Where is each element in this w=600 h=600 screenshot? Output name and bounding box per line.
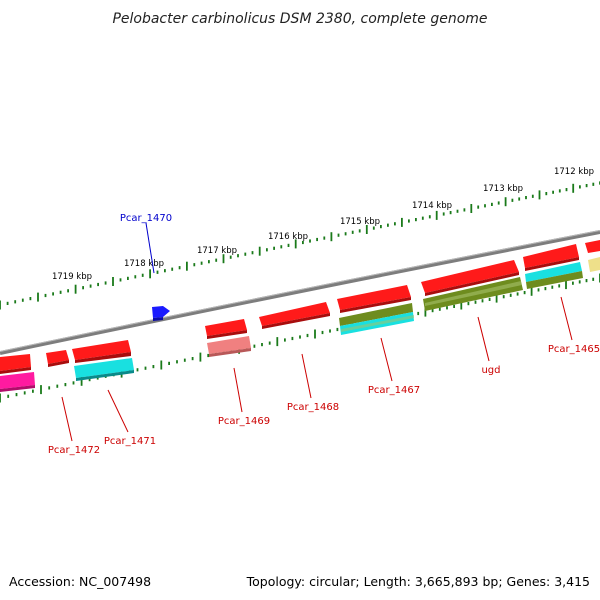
gene-pcar-1469-red-shade [207,330,247,339]
gene-pcar-1471-red[interactable] [72,340,131,360]
leader-pcar-1470 [145,222,155,274]
gene-pcar-1470[interactable] [152,306,170,318]
gene-pcar-1468-shade [262,313,330,329]
leader-pcar-1469 [233,367,243,413]
gene-pcar-1472-shade [48,360,69,367]
genome-backbone-highlight [0,230,600,352]
gene-red-left-a-shade [0,367,31,374]
leader-pcar-1472 [61,396,73,442]
gene-features [0,240,600,392]
kbp-scale: 1719 kbp 1718 kbp 1717 kbp 1716 kbp 1715… [52,167,594,282]
label-pcar-1470[interactable]: Pcar_1470 [120,213,172,224]
genome-backbone [0,230,600,355]
gene-pcar-1467-stripe [341,315,414,332]
leader-ugd [477,316,490,362]
gene-magenta-left-shade [0,385,35,392]
gene-pcar-1465-red-shade [525,257,579,271]
kbp-label-1712: 1712 kbp [554,167,594,177]
label-pcar-1465[interactable]: Pcar_1465 [548,344,600,355]
gene-pcar-1467-red[interactable] [337,285,411,310]
gene-pcar-1471-red-shade [75,352,131,363]
kbp-label-1713: 1713 kbp [483,184,523,194]
gene-khaki-right-edge[interactable] [588,257,600,272]
kbp-label-1716: 1716 kbp [268,232,308,242]
label-ugd[interactable]: ugd [481,365,500,376]
gene-pcar-1467-olive[interactable] [339,303,413,326]
genome-summary-text: Topology: circular; Length: 3,665,893 bp… [246,574,590,589]
gene-ugd-red[interactable] [421,260,519,293]
label-pcar-1469[interactable]: Pcar_1469 [218,416,270,427]
outer-tick-ring [0,181,600,310]
accession-text: Accession: NC_007498 [9,574,151,589]
kbp-label-1717: 1717 kbp [197,246,237,256]
label-pcar-1467[interactable]: Pcar_1467 [368,385,420,396]
leader-pcar-1467 [380,337,393,382]
gene-pcar-1469-red[interactable] [205,319,247,336]
leader-pcar-1468 [301,353,312,399]
gene-magenta-left[interactable] [0,372,35,389]
gene-pcar-1468[interactable] [259,302,330,326]
kbp-label-1718: 1718 kbp [124,259,164,269]
gene-pcar-1471-cyan-shade [76,370,134,381]
gene-labels: Pcar_1470 Pcar_1472 Pcar_1471 Pcar_1469 … [48,213,600,456]
label-pcar-1468[interactable]: Pcar_1468 [287,402,339,413]
gene-red-right-edge[interactable] [585,240,600,253]
gene-pcar-1465-olive[interactable] [526,271,583,289]
gene-pcar-1465-red[interactable] [523,244,579,268]
gene-ugd-olive-highlight [425,281,522,306]
leader-pcar-1465 [560,296,573,341]
gene-ugd-red-shade [425,272,519,296]
gene-pcar-1465-cyan[interactable] [525,262,582,282]
label-pcar-1471[interactable]: Pcar_1471 [104,436,156,447]
map-title: Pelobacter carbinolicus DSM 2380, comple… [112,11,487,27]
kbp-label-1715: 1715 kbp [340,217,380,227]
label-pcar-1472[interactable]: Pcar_1472 [48,445,100,456]
gene-pcar-1469-salmon[interactable] [207,336,251,354]
gene-pcar-1467-red-shade [340,297,411,313]
gene-red-left-a[interactable] [0,354,31,371]
gene-pcar-1471-cyan[interactable] [74,358,134,378]
leader-lines [61,222,573,442]
kbp-label-1714: 1714 kbp [412,201,452,211]
gene-pcar-1470-shade [153,317,163,321]
kbp-label-1719: 1719 kbp [52,272,92,282]
gene-pcar-1469-salmon-shade [209,348,251,357]
gene-pcar-1472[interactable] [46,350,69,364]
leader-pcar-1471 [107,389,129,433]
